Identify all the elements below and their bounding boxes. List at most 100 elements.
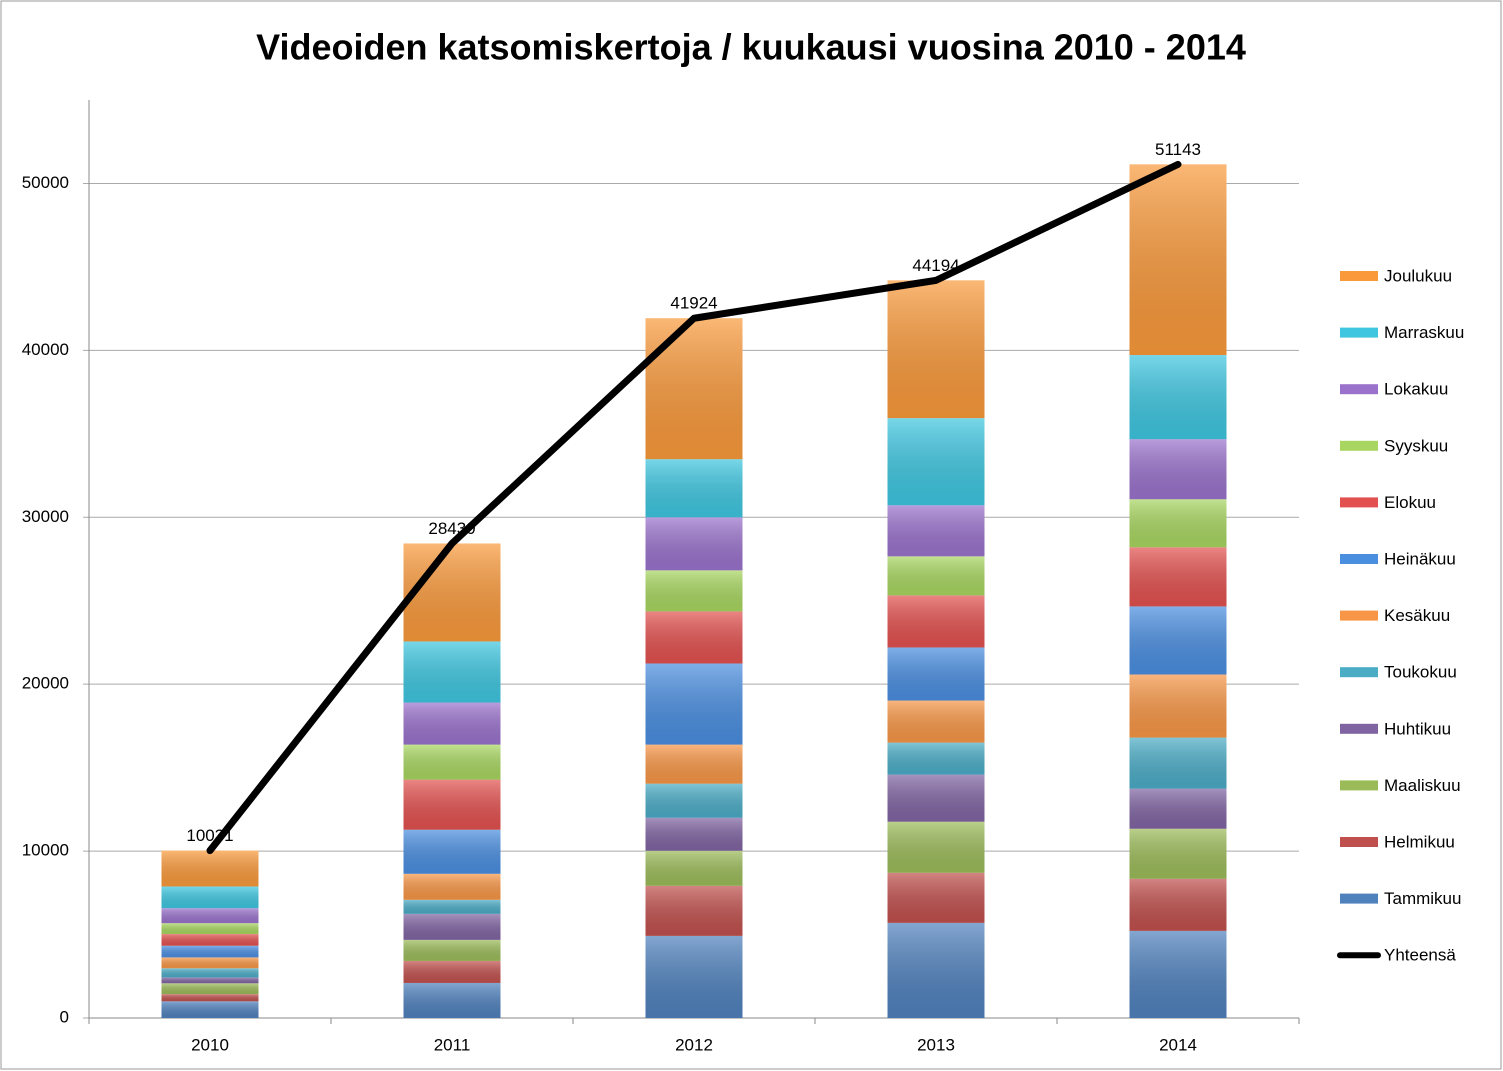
bar-shine <box>887 821 985 873</box>
y-tick-label: 30000 <box>22 507 69 526</box>
bar-shine <box>645 885 743 936</box>
legend-swatch <box>1340 327 1378 338</box>
bar-shine <box>1129 547 1227 607</box>
legend-label: Lokakuu <box>1384 380 1448 399</box>
chart-title: Videoiden katsomiskertoja / kuukausi vuo… <box>256 27 1246 68</box>
bar-shine <box>403 702 501 745</box>
bar-shine <box>161 850 259 887</box>
bar-shine <box>1129 164 1227 356</box>
data-label: 51143 <box>1155 140 1201 159</box>
bar-shine <box>1129 499 1227 548</box>
legend-label: Yhteensä <box>1384 946 1456 965</box>
bar-shine <box>403 829 501 874</box>
legend-label: Joulukuu <box>1384 266 1452 285</box>
legend-label: Heinäkuu <box>1384 549 1456 568</box>
bar-shine <box>645 935 743 1018</box>
bar-shine <box>161 983 259 995</box>
bar-shine <box>887 774 985 822</box>
y-tick-label: 0 <box>60 1007 69 1026</box>
bar-shine <box>403 913 501 940</box>
bar-shine <box>1129 878 1227 931</box>
bar-shine <box>403 873 501 900</box>
legend-label: Tammikuu <box>1384 889 1461 908</box>
legend-swatch <box>1340 667 1378 678</box>
legend-label: Kesäkuu <box>1384 606 1450 625</box>
data-label: 44194 <box>912 256 959 275</box>
y-tick-label: 50000 <box>22 173 69 192</box>
bar-shine <box>887 556 985 596</box>
bar-shine <box>887 700 985 743</box>
bar-shine <box>1129 930 1227 1018</box>
bar-shine <box>161 923 259 935</box>
legend-swatch <box>1340 610 1378 621</box>
bar-shine <box>887 647 985 701</box>
bar-shine <box>161 968 259 978</box>
bar-shine <box>403 960 501 983</box>
bar-shine <box>403 982 501 1018</box>
bar-shine <box>161 934 259 946</box>
bar-shine <box>1129 606 1227 675</box>
bar-shine <box>645 850 743 886</box>
bar-shine <box>887 280 985 419</box>
bar-shine <box>161 908 259 924</box>
legend-label: Marraskuu <box>1384 323 1464 342</box>
bar-shine <box>161 994 259 1002</box>
legend-label: Huhtikuu <box>1384 719 1451 738</box>
bar-shine <box>887 872 985 923</box>
x-tick-label: 2013 <box>917 1035 955 1054</box>
bar-shine <box>887 742 985 775</box>
bar-shine <box>1129 355 1227 440</box>
legend-label: Elokuu <box>1384 493 1436 512</box>
bar-shine <box>1129 828 1227 879</box>
legend-swatch <box>1340 837 1378 847</box>
legend-swatch <box>1340 780 1378 791</box>
y-tick-label: 20000 <box>22 674 69 693</box>
bar-shine <box>645 611 743 664</box>
legend-label: Syyskuu <box>1384 436 1448 455</box>
bar-shine <box>161 977 259 984</box>
bar-shine <box>887 922 985 1018</box>
bar-shine <box>645 744 743 784</box>
legend-label: Toukokuu <box>1384 663 1457 682</box>
legend-swatch <box>1340 440 1378 451</box>
bar-shine <box>403 899 501 914</box>
x-tick-label: 2014 <box>1159 1035 1197 1054</box>
y-tick-label: 10000 <box>22 841 69 860</box>
bar-shine <box>645 817 743 851</box>
bar-shine <box>645 318 743 460</box>
bar-shine <box>403 543 501 642</box>
bar-shine <box>645 570 743 612</box>
bar-shine <box>403 779 501 830</box>
legend-label: Helmikuu <box>1384 832 1455 851</box>
bar-shine <box>161 886 259 909</box>
data-label: 28430 <box>428 519 475 538</box>
total-line <box>206 160 1182 855</box>
bar-shine <box>161 945 259 958</box>
bar-shine <box>403 939 501 961</box>
bar-shine <box>1129 737 1227 789</box>
legend-swatch <box>1340 271 1378 281</box>
data-label: 41924 <box>670 294 717 313</box>
bar-shine <box>645 783 743 818</box>
legend-swatch <box>1340 384 1378 395</box>
bar-shine <box>1129 674 1227 738</box>
y-tick-label: 40000 <box>22 340 69 359</box>
x-tick-label: 2010 <box>191 1035 229 1054</box>
bar-shine <box>1129 439 1227 500</box>
bar-shine <box>887 595 985 648</box>
bar-shine <box>645 663 743 745</box>
bar-shine <box>161 1001 259 1018</box>
legend-label: Maaliskuu <box>1384 776 1461 795</box>
legend-swatch <box>1340 723 1378 734</box>
bar-shine <box>161 957 259 969</box>
legend-swatch <box>1340 554 1378 564</box>
x-tick-label: 2011 <box>434 1035 471 1054</box>
legend-swatch <box>1340 497 1378 508</box>
bar-shine <box>1129 788 1227 829</box>
bar-shine <box>645 517 743 571</box>
bar-shine <box>645 459 743 518</box>
bar-shine <box>887 418 985 506</box>
data-label: 10031 <box>186 826 233 845</box>
x-tick-label: 2012 <box>675 1035 713 1054</box>
